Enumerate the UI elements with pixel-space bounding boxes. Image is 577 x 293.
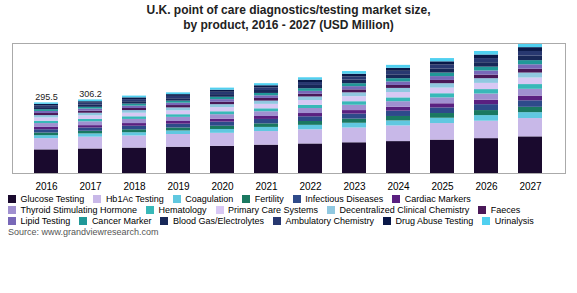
html-text:Thyroid Stimulating Hormone: Thyroid Stimulating Hormone (20, 204, 138, 215)
svg-text:2023: 2023 (343, 181, 366, 192)
html-text:Urinalysis: Urinalysis (494, 215, 534, 226)
html-text:Cardiac Markers: Cardiac Markers (404, 193, 471, 204)
html-text:Hematology: Hematology (158, 204, 207, 215)
html-text:Cancer Marker: Cancer Marker (91, 215, 152, 226)
html-text:Blood Gas/Electrolytes: Blood Gas/Electrolytes (172, 215, 264, 226)
html-text:Coagulation: Coagulation (185, 193, 234, 204)
svg-text:2018: 2018 (123, 181, 146, 192)
svg-text:2019: 2019 (167, 181, 190, 192)
html-text:Fertility: Fertility (254, 193, 284, 204)
svg-text:2016: 2016 (35, 181, 58, 192)
svg-text:2024: 2024 (387, 181, 410, 192)
html-text:Drug Abuse Testing: Drug Abuse Testing (395, 215, 474, 226)
svg-text:2017: 2017 (79, 181, 102, 192)
svg-text:306.2: 306.2 (79, 89, 102, 99)
svg-text:2022: 2022 (299, 181, 322, 192)
svg-text:295.5: 295.5 (35, 92, 58, 102)
html-text:Glucose Testing: Glucose Testing (20, 193, 85, 204)
svg-text:2021: 2021 (255, 181, 278, 192)
svg-text:2020: 2020 (211, 181, 234, 192)
svg-text:2025: 2025 (431, 181, 454, 192)
html-text:U.K. point of care diagnostics: U.K. point of care diagnostics/testing m… (146, 3, 431, 32)
svg-text:2026: 2026 (475, 181, 498, 192)
svg-text:2027: 2027 (519, 181, 542, 192)
html-text:Lipid Testing: Lipid Testing (20, 215, 71, 226)
html-text:Primary Care Systems: Primary Care Systems (228, 204, 319, 215)
html-text:Source: www.grandviewresearch.: Source: www.grandviewresearch.com (8, 227, 159, 237)
html-text:Faeces: Faeces (490, 204, 521, 215)
html-text:Ambulatory Chemistry: Ambulatory Chemistry (285, 215, 374, 226)
html-text:Hb1Ac Testing: Hb1Ac Testing (105, 193, 164, 204)
html-text:Infectious Diseases: Infectious Diseases (305, 193, 384, 204)
html-text:Decentralized Clinical Chemist: Decentralized Clinical Chemistry (339, 204, 470, 215)
